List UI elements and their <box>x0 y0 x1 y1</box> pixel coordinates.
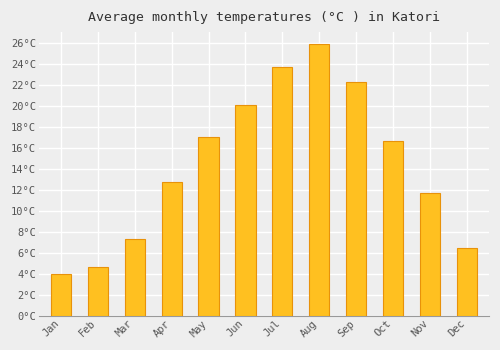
Bar <box>346 82 366 316</box>
Bar <box>51 274 71 316</box>
Bar <box>420 193 440 316</box>
Bar <box>456 247 477 316</box>
Bar <box>272 67 292 316</box>
Bar <box>236 105 256 316</box>
Bar <box>309 44 330 316</box>
Bar <box>88 267 108 316</box>
Bar <box>383 141 403 316</box>
Bar <box>124 239 145 316</box>
Title: Average monthly temperatures (°C ) in Katori: Average monthly temperatures (°C ) in Ka… <box>88 11 440 24</box>
Bar <box>198 137 218 316</box>
Bar <box>162 182 182 316</box>
